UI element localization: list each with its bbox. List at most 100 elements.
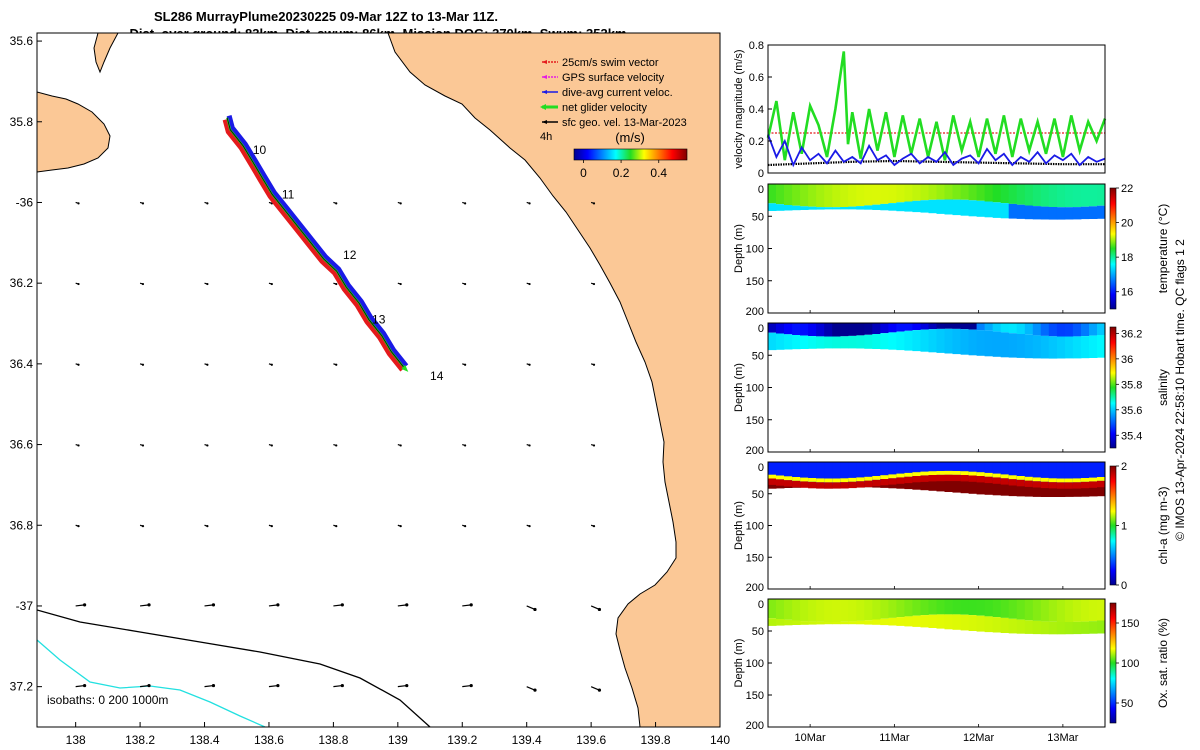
salinity-cell bbox=[1032, 323, 1042, 336]
temperature-cell bbox=[1089, 184, 1098, 207]
velocity-arrow-head bbox=[77, 363, 80, 366]
chla-cell bbox=[1048, 484, 1058, 497]
salinity-cell bbox=[928, 323, 937, 330]
oxygen-cell bbox=[984, 599, 994, 617]
velocity-arrow-head bbox=[399, 202, 402, 205]
salinity-cell bbox=[920, 323, 929, 330]
chla-mid-layer bbox=[1064, 478, 1074, 483]
oxygen-cell bbox=[768, 618, 777, 626]
velocity-arrow-head bbox=[405, 603, 409, 607]
salinity-cell bbox=[824, 336, 833, 349]
oxygen-cell bbox=[880, 599, 889, 619]
velocity-arrow-head bbox=[147, 683, 151, 688]
chla-mid-layer bbox=[944, 470, 953, 475]
chla-cell bbox=[944, 462, 953, 478]
oxygen-cell bbox=[808, 599, 817, 622]
oxygen-cell bbox=[784, 599, 793, 620]
oxygen-cell bbox=[1072, 621, 1082, 635]
temperature-cell bbox=[1064, 207, 1074, 220]
temperature-cell bbox=[768, 184, 777, 204]
chla-max-layer bbox=[992, 477, 1002, 484]
chla-mid-layer bbox=[936, 471, 945, 475]
chla-mid-layer bbox=[984, 472, 994, 477]
oxygen-cell bbox=[1072, 599, 1082, 622]
chla-cell bbox=[880, 462, 889, 482]
temperature-cell bbox=[1040, 206, 1050, 220]
temperature-y-tick-label: 50 bbox=[752, 211, 764, 223]
salinity-cell bbox=[880, 333, 889, 350]
oxygen-cell bbox=[976, 599, 986, 616]
temperature-cell bbox=[1097, 205, 1106, 219]
salinity-cell bbox=[1064, 323, 1074, 337]
chla-y-tick-label: 150 bbox=[746, 552, 764, 564]
chla-cell bbox=[960, 477, 970, 494]
colorbar-title: (m/s) bbox=[615, 130, 645, 145]
chla-mid-layer bbox=[896, 473, 905, 478]
temperature-cell bbox=[848, 184, 857, 207]
chla-cell bbox=[848, 462, 857, 485]
salinity-cell bbox=[1056, 336, 1066, 359]
chla-mid-layer bbox=[832, 478, 841, 483]
salinity-y-tick-label: 50 bbox=[752, 350, 764, 362]
velocity-arrow-head bbox=[528, 444, 531, 447]
chla-mid-layer bbox=[800, 477, 809, 482]
oxygen-cell bbox=[920, 615, 929, 628]
oxygen-cell bbox=[856, 599, 865, 621]
velocity-arrow-head bbox=[469, 683, 473, 688]
map-y-tick-label: 36.8 bbox=[10, 518, 34, 532]
temperature-cell bbox=[928, 184, 937, 200]
temperature-cell bbox=[888, 184, 897, 204]
chla-cell bbox=[936, 462, 945, 478]
track-dive-avg-vectors bbox=[226, 115, 409, 368]
velocity-arrow-head bbox=[464, 525, 467, 528]
velocity-arrow-head bbox=[77, 202, 80, 205]
temperature-cell bbox=[800, 184, 809, 207]
temperature-cell bbox=[968, 200, 978, 217]
temperature-cell bbox=[896, 184, 905, 203]
velocity-arrow-head bbox=[469, 603, 473, 607]
chla-cell bbox=[1048, 462, 1058, 485]
temperature-cell bbox=[952, 199, 961, 216]
day-label: 12 bbox=[343, 248, 357, 262]
oxygen-cell bbox=[816, 621, 825, 625]
oxygen-cell bbox=[968, 615, 978, 631]
salinity-cell bbox=[776, 333, 785, 350]
chla-max-layer bbox=[824, 482, 833, 489]
chla-max-layer bbox=[1048, 482, 1058, 489]
salinity-cell bbox=[840, 323, 849, 337]
chla-mid-layer bbox=[928, 471, 937, 475]
chla-cell bbox=[1064, 484, 1074, 497]
map-x-tick-label: 139.6 bbox=[576, 733, 606, 747]
temperature-cell bbox=[1000, 203, 1010, 219]
oxygen-y-tick-label: 100 bbox=[746, 658, 764, 670]
salinity-cell bbox=[1008, 333, 1018, 358]
salinity-colorbar-label: salinity bbox=[1156, 369, 1170, 406]
salinity-cell bbox=[952, 328, 961, 355]
chla-mid-layer bbox=[1016, 476, 1026, 480]
chla-max-layer bbox=[768, 478, 777, 485]
oxygen-cell bbox=[832, 622, 841, 625]
legend-net-label: net glider velocity bbox=[562, 102, 647, 114]
oxygen-cell bbox=[1056, 622, 1066, 635]
chla-cell bbox=[1089, 483, 1098, 497]
chla-mid-layer bbox=[968, 471, 978, 476]
oxygen-cell bbox=[936, 614, 945, 629]
chla-y-tick-label: 50 bbox=[752, 489, 764, 501]
oxygen-cell bbox=[832, 599, 841, 622]
chla-cell bbox=[1080, 484, 1090, 497]
temperature-cell bbox=[872, 204, 881, 210]
kangaroo-island bbox=[37, 91, 111, 173]
velocity-arrow-head bbox=[340, 603, 344, 607]
oxygen-cell bbox=[872, 619, 881, 625]
salinity-cell bbox=[824, 323, 833, 337]
chla-cell bbox=[784, 462, 793, 483]
oxygen-cell bbox=[792, 620, 801, 625]
chla-cell bbox=[1008, 462, 1018, 482]
salinity-cell bbox=[1080, 336, 1090, 359]
oxygen-y-tick-label: 0 bbox=[758, 599, 764, 611]
oxygen-cell bbox=[968, 599, 978, 616]
velocity-arrow-head bbox=[77, 525, 80, 528]
salinity-cell bbox=[888, 323, 897, 333]
salinity-cell bbox=[800, 323, 809, 336]
